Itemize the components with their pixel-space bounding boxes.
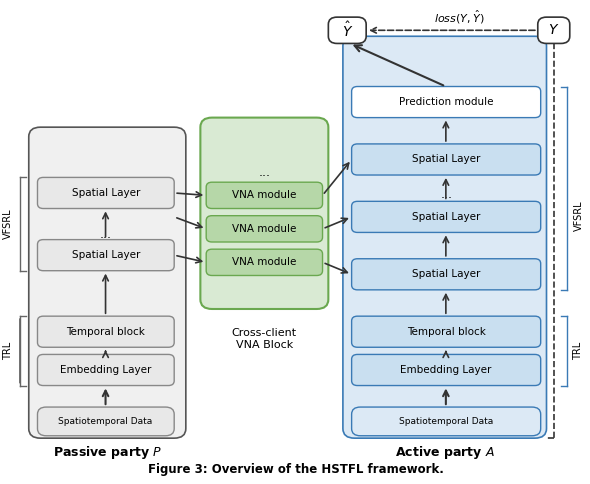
Text: Temporal block: Temporal block <box>67 327 145 337</box>
Text: Cross-client
VNA Block: Cross-client VNA Block <box>232 328 297 350</box>
FancyBboxPatch shape <box>352 87 540 118</box>
FancyBboxPatch shape <box>206 182 323 209</box>
Text: $\hat{Y}$: $\hat{Y}$ <box>342 21 353 40</box>
Text: VNA module: VNA module <box>232 224 297 234</box>
FancyBboxPatch shape <box>38 316 174 347</box>
Text: TRL: TRL <box>573 342 584 360</box>
Text: TRL: TRL <box>4 342 14 360</box>
Text: $loss(Y, \hat{Y})$: $loss(Y, \hat{Y})$ <box>434 8 484 26</box>
Text: Passive party $P$: Passive party $P$ <box>53 444 162 461</box>
Text: Spatial Layer: Spatial Layer <box>71 250 140 260</box>
Text: VNA module: VNA module <box>232 257 297 267</box>
Text: Spatial Layer: Spatial Layer <box>71 188 140 198</box>
FancyBboxPatch shape <box>38 178 174 209</box>
Text: VFSRL: VFSRL <box>4 209 14 240</box>
Text: Active party $A$: Active party $A$ <box>395 444 494 461</box>
FancyBboxPatch shape <box>329 17 366 44</box>
Text: Spatial Layer: Spatial Layer <box>412 269 480 279</box>
Text: Spatiotemporal Data: Spatiotemporal Data <box>399 417 493 426</box>
FancyBboxPatch shape <box>206 216 323 242</box>
FancyBboxPatch shape <box>352 316 540 347</box>
Text: Figure 3: Overview of the HSTFL framework.: Figure 3: Overview of the HSTFL framewor… <box>149 464 444 476</box>
FancyBboxPatch shape <box>352 354 540 386</box>
Text: Embedding Layer: Embedding Layer <box>60 365 152 375</box>
Text: $Y$: $Y$ <box>548 23 559 37</box>
Text: Embedding Layer: Embedding Layer <box>401 365 492 375</box>
FancyBboxPatch shape <box>29 127 186 438</box>
FancyBboxPatch shape <box>38 407 174 436</box>
Text: Temporal block: Temporal block <box>407 327 486 337</box>
FancyBboxPatch shape <box>352 144 540 175</box>
FancyBboxPatch shape <box>537 17 570 44</box>
FancyBboxPatch shape <box>201 118 329 309</box>
FancyBboxPatch shape <box>38 354 174 386</box>
FancyBboxPatch shape <box>38 240 174 271</box>
Text: VNA module: VNA module <box>232 190 297 200</box>
Text: ...: ... <box>100 228 112 242</box>
Text: Spatial Layer: Spatial Layer <box>412 212 480 222</box>
Text: ...: ... <box>258 166 270 179</box>
Text: Spatial Layer: Spatial Layer <box>412 154 480 165</box>
FancyBboxPatch shape <box>343 36 546 438</box>
FancyBboxPatch shape <box>352 259 540 290</box>
Text: VFSRL: VFSRL <box>573 200 584 231</box>
Text: ...: ... <box>440 188 452 201</box>
FancyBboxPatch shape <box>352 407 540 436</box>
FancyBboxPatch shape <box>352 201 540 232</box>
Text: Spatiotemporal Data: Spatiotemporal Data <box>58 417 153 426</box>
FancyBboxPatch shape <box>206 249 323 275</box>
Text: Prediction module: Prediction module <box>399 97 493 107</box>
